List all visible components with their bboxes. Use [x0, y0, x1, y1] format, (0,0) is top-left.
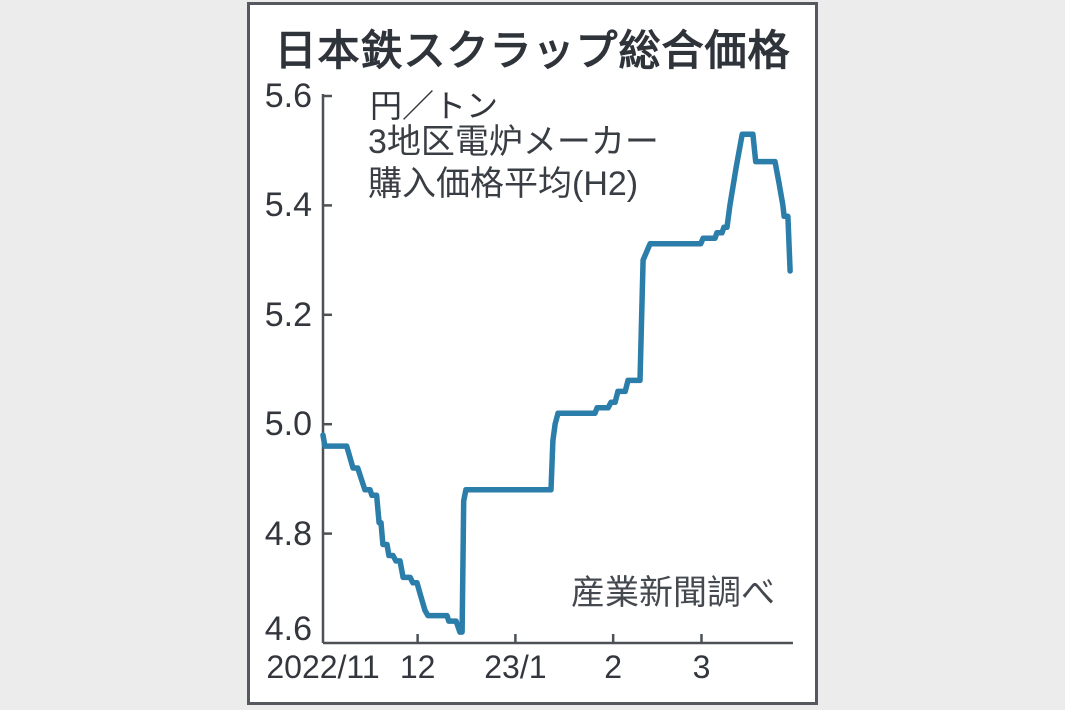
y-tick-label: 5.0 — [264, 405, 312, 444]
chart-card: 日本鉄スクラップ総合価格 円／トン 3地区電炉メーカー 購入価格平均(H2) 産… — [247, 2, 818, 705]
source-label: 産業新聞調べ — [571, 574, 775, 612]
series-annotation: 3地区電炉メーカー 購入価格平均(H2) — [368, 121, 659, 205]
series-annotation-line2: 購入価格平均(H2) — [368, 165, 639, 203]
y-tick-label: 5.2 — [264, 295, 312, 334]
chart-title: 日本鉄スクラップ総合価格 — [274, 27, 791, 74]
x-tick-label: 12 — [399, 649, 436, 685]
unit-label: 円／トン — [370, 88, 499, 124]
series-annotation-line1: 3地区電炉メーカー — [368, 123, 659, 161]
y-tick-label: 5.6 — [264, 77, 312, 115]
x-tick-label: 3 — [692, 649, 711, 685]
y-tick-label: 5.4 — [264, 186, 312, 225]
price-line-chart — [320, 94, 793, 645]
y-tick-label: 4.6 — [264, 610, 312, 648]
x-tick-label: 2 — [604, 649, 623, 685]
price-series-line — [320, 131, 793, 635]
x-tick-label: 2022/11 — [266, 649, 380, 685]
y-tick-label: 4.8 — [264, 514, 312, 553]
x-tick-label: 23/1 — [484, 649, 547, 685]
chart-area: 日本鉄スクラップ総合価格 円／トン 3地区電炉メーカー 購入価格平均(H2) 産… — [250, 5, 815, 702]
